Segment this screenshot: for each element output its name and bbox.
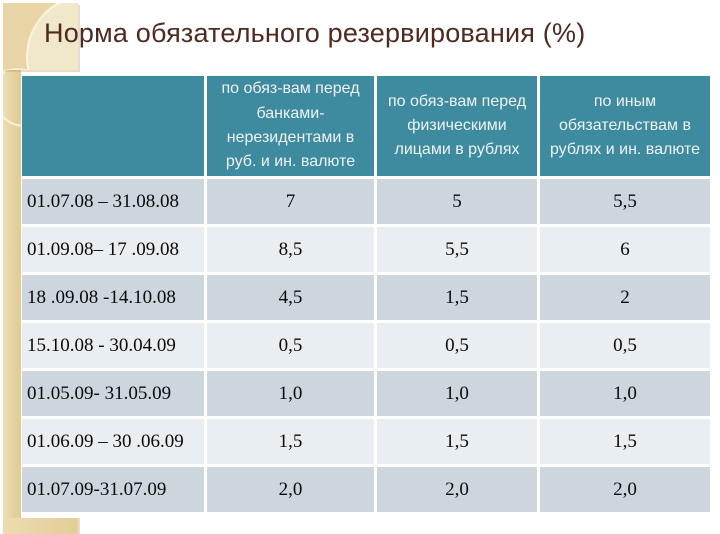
value-cell: 0,5: [540, 323, 710, 368]
table-row: 18 .09.08 -14.10.08 4,5 1,5 2: [22, 275, 710, 320]
header-cell-period: [22, 76, 204, 176]
value-cell: 1,0: [207, 371, 374, 416]
top-left-decor-block: [3, 3, 78, 70]
period-cell: 01.05.09- 31.05.09: [22, 371, 204, 416]
value-cell: 5,5: [540, 179, 710, 224]
value-cell: 1,5: [207, 419, 374, 464]
value-cell: 1,0: [540, 371, 710, 416]
value-cell: 1,5: [540, 419, 710, 464]
value-cell: 5: [377, 179, 537, 224]
period-cell: 01.09.08– 17 .09.08: [22, 227, 204, 272]
value-cell: 7: [207, 179, 374, 224]
period-cell: 01.07.09-31.07.09: [22, 467, 204, 512]
table-body: 01.07.08 – 31.08.08 7 5 5,5 01.09.08– 17…: [22, 179, 710, 512]
period-cell: 01.07.08 – 31.08.08: [22, 179, 204, 224]
value-cell: 8,5: [207, 227, 374, 272]
value-cell: 5,5: [377, 227, 537, 272]
table-row: 01.07.09-31.07.09 2,0 2,0 2,0: [22, 467, 710, 512]
left-decor-strip: [3, 3, 21, 534]
table-row: 15.10.08 - 30.04.09 0,5 0,5 0,5: [22, 323, 710, 368]
value-cell: 1,5: [377, 419, 537, 464]
value-cell: 4,5: [207, 275, 374, 320]
value-cell: 1,5: [377, 275, 537, 320]
value-cell: 1,0: [377, 371, 537, 416]
table-row: 01.06.09 – 30 .06.09 1,5 1,5 1,5: [22, 419, 710, 464]
decor-circles: [5, 3, 78, 70]
header-cell-individuals: по обяз-вам перед физическими лицами в р…: [377, 76, 537, 176]
table-row: 01.05.09- 31.05.09 1,0 1,0 1,0: [22, 371, 710, 416]
header-cell-nonresident-banks: по обяз-вам перед банками-нерезидентами …: [207, 76, 374, 176]
table-row: 01.07.08 – 31.08.08 7 5 5,5: [22, 179, 710, 224]
header-cell-other-obligations: по иным обязательствам в рублях и ин. ва…: [540, 76, 710, 176]
value-cell: 2,0: [207, 467, 374, 512]
value-cell: 2,0: [377, 467, 537, 512]
slide-title: Норма обязательного резервирования (%): [44, 18, 586, 48]
period-cell: 18 .09.08 -14.10.08: [22, 275, 204, 320]
value-cell: 0,5: [377, 323, 537, 368]
period-cell: 15.10.08 - 30.04.09: [22, 323, 204, 368]
value-cell: 6: [540, 227, 710, 272]
reserve-rates-table: по обяз-вам перед банками-нерезидентами …: [22, 76, 710, 512]
value-cell: 0,5: [207, 323, 374, 368]
table-row: 01.09.08– 17 .09.08 8,5 5,5 6: [22, 227, 710, 272]
table-header-row: по обяз-вам перед банками-нерезидентами …: [22, 76, 710, 176]
value-cell: 2: [540, 275, 710, 320]
period-cell: 01.06.09 – 30 .06.09: [22, 419, 204, 464]
bottom-left-decor-block: [3, 518, 78, 534]
value-cell: 2,0: [540, 467, 710, 512]
